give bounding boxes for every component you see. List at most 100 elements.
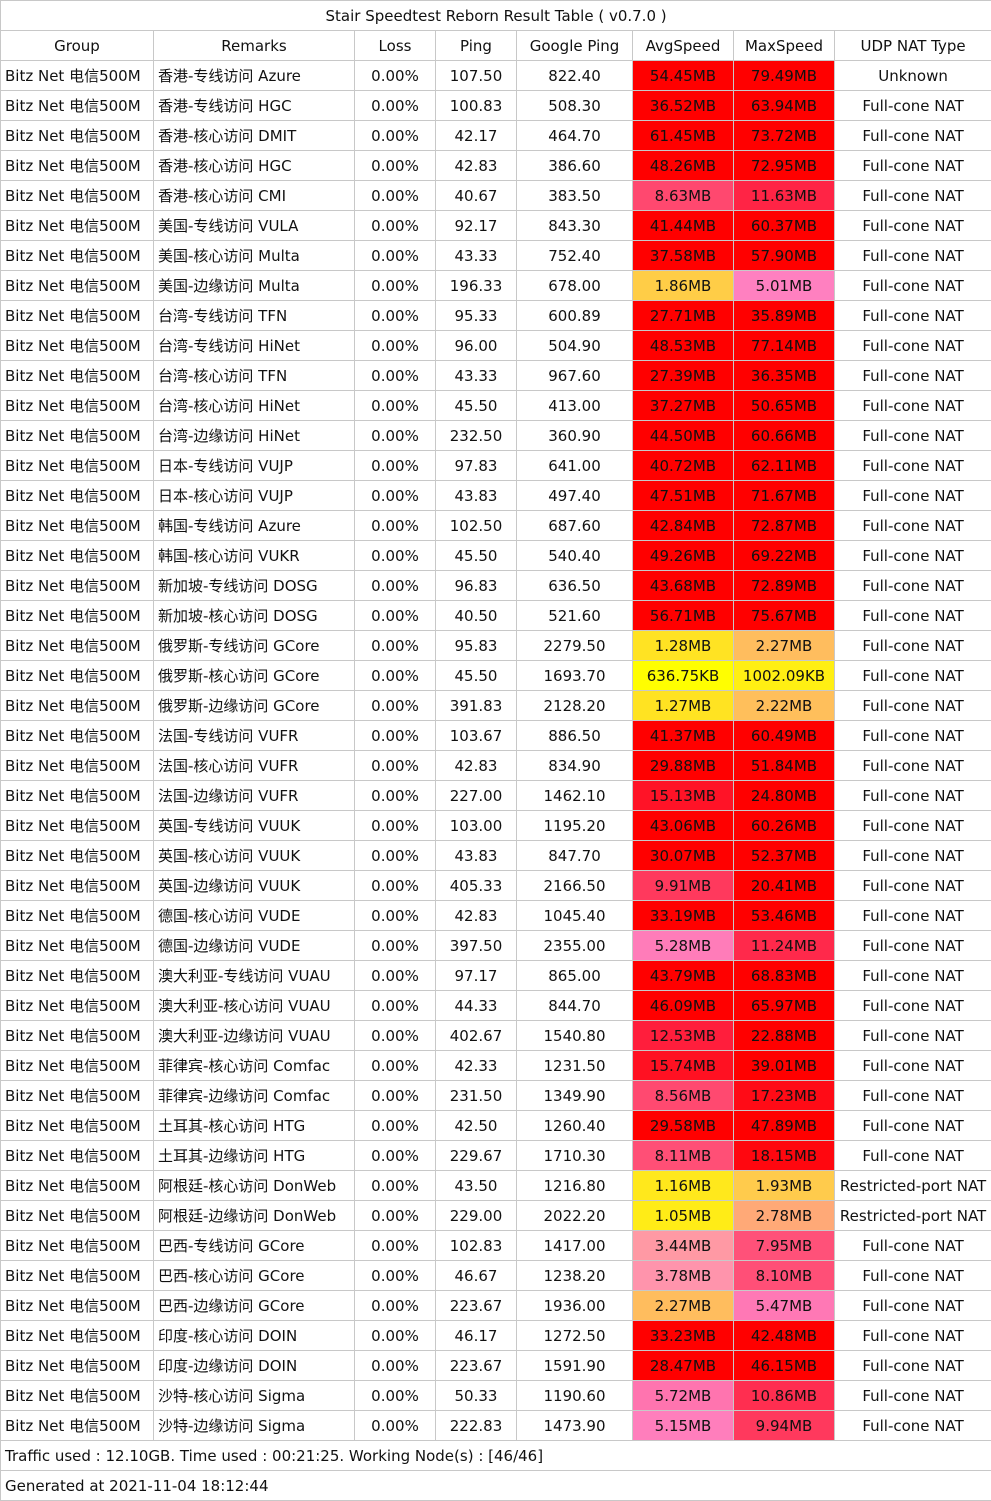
ping-cell: 103.67 [436,721,517,751]
avg-speed-cell: 5.72MB [633,1381,734,1411]
udp-nat-type-cell: Full-cone NAT [835,931,991,961]
header-ping: Ping [436,31,517,61]
header-google-ping: Google Ping [517,31,633,61]
udp-nat-type-cell: Full-cone NAT [835,1411,991,1441]
google-ping-cell: 1462.10 [517,781,633,811]
table-title: Stair Speedtest Reborn Result Table ( v0… [1,1,991,31]
header-max-speed: MaxSpeed [734,31,835,61]
remarks-cell: 香港-专线访问 HGC [154,91,355,121]
google-ping-cell: 464.70 [517,121,633,151]
max-speed-cell: 1.93MB [734,1171,835,1201]
remarks-cell: 台湾-专线访问 TFN [154,301,355,331]
remarks-cell: 美国-边缘访问 Multa [154,271,355,301]
remarks-cell: 香港-核心访问 CMI [154,181,355,211]
max-speed-cell: 11.24MB [734,931,835,961]
udp-nat-type-cell: Full-cone NAT [835,631,991,661]
remarks-cell: 土耳其-边缘访问 HTG [154,1141,355,1171]
ping-cell: 97.17 [436,961,517,991]
ping-cell: 42.83 [436,751,517,781]
ping-cell: 223.67 [436,1351,517,1381]
avg-speed-cell: 2.27MB [633,1291,734,1321]
loss-cell: 0.00% [355,901,436,931]
loss-cell: 0.00% [355,421,436,451]
avg-speed-cell: 41.44MB [633,211,734,241]
max-speed-cell: 22.88MB [734,1021,835,1051]
group-cell: Bitz Net 电信500M [1,901,154,931]
group-cell: Bitz Net 电信500M [1,1291,154,1321]
loss-cell: 0.00% [355,91,436,121]
header-loss: Loss [355,31,436,61]
ping-cell: 102.83 [436,1231,517,1261]
avg-speed-cell: 29.88MB [633,751,734,781]
google-ping-cell: 1591.90 [517,1351,633,1381]
max-speed-cell: 1002.09KB [734,661,835,691]
udp-nat-type-cell: Full-cone NAT [835,1261,991,1291]
avg-speed-cell: 43.79MB [633,961,734,991]
loss-cell: 0.00% [355,1261,436,1291]
max-speed-cell: 39.01MB [734,1051,835,1081]
udp-nat-type-cell: Full-cone NAT [835,421,991,451]
remarks-cell: 台湾-边缘访问 HiNet [154,421,355,451]
loss-cell: 0.00% [355,121,436,151]
remarks-cell: 日本-核心访问 VUJP [154,481,355,511]
loss-cell: 0.00% [355,1051,436,1081]
ping-cell: 397.50 [436,931,517,961]
ping-cell: 102.50 [436,511,517,541]
max-speed-cell: 5.47MB [734,1291,835,1321]
loss-cell: 0.00% [355,1231,436,1261]
remarks-cell: 台湾-核心访问 TFN [154,361,355,391]
remarks-cell: 法国-边缘访问 VUFR [154,781,355,811]
remarks-cell: 印度-边缘访问 DOIN [154,1351,355,1381]
avg-speed-cell: 30.07MB [633,841,734,871]
group-cell: Bitz Net 电信500M [1,1231,154,1261]
remarks-cell: 俄罗斯-核心访问 GCore [154,661,355,691]
udp-nat-type-cell: Full-cone NAT [835,901,991,931]
avg-speed-cell: 12.53MB [633,1021,734,1051]
group-cell: Bitz Net 电信500M [1,1051,154,1081]
max-speed-cell: 53.46MB [734,901,835,931]
max-speed-cell: 18.15MB [734,1141,835,1171]
ping-cell: 45.50 [436,661,517,691]
remarks-cell: 巴西-专线访问 GCore [154,1231,355,1261]
max-speed-cell: 36.35MB [734,361,835,391]
udp-nat-type-cell: Full-cone NAT [835,1381,991,1411]
loss-cell: 0.00% [355,151,436,181]
google-ping-cell: 843.30 [517,211,633,241]
loss-cell: 0.00% [355,181,436,211]
avg-speed-cell: 28.47MB [633,1351,734,1381]
remarks-cell: 韩国-专线访问 Azure [154,511,355,541]
google-ping-cell: 2279.50 [517,631,633,661]
loss-cell: 0.00% [355,661,436,691]
loss-cell: 0.00% [355,1141,436,1171]
max-speed-cell: 73.72MB [734,121,835,151]
group-cell: Bitz Net 电信500M [1,271,154,301]
loss-cell: 0.00% [355,211,436,241]
udp-nat-type-cell: Full-cone NAT [835,991,991,1021]
remarks-cell: 澳大利亚-边缘访问 VUAU [154,1021,355,1051]
generated-time: Generated at 2021-11-04 18:12:44 [1,1471,991,1501]
ping-cell: 196.33 [436,271,517,301]
ping-cell: 100.83 [436,91,517,121]
max-speed-cell: 17.23MB [734,1081,835,1111]
group-cell: Bitz Net 电信500M [1,121,154,151]
udp-nat-type-cell: Full-cone NAT [835,181,991,211]
udp-nat-type-cell: Full-cone NAT [835,1321,991,1351]
group-cell: Bitz Net 电信500M [1,301,154,331]
max-speed-cell: 72.87MB [734,511,835,541]
google-ping-cell: 2166.50 [517,871,633,901]
group-cell: Bitz Net 电信500M [1,91,154,121]
avg-speed-cell: 5.28MB [633,931,734,961]
remarks-cell: 德国-核心访问 VUDE [154,901,355,931]
google-ping-cell: 383.50 [517,181,633,211]
remarks-cell: 英国-边缘访问 VUUK [154,871,355,901]
